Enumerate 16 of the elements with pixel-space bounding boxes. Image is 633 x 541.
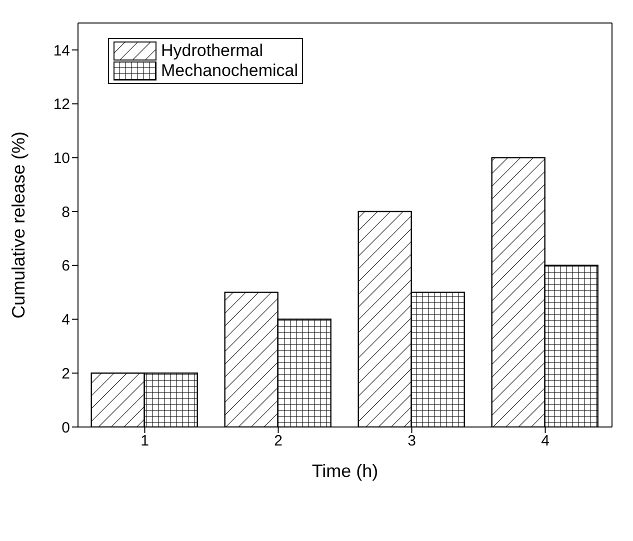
- y-axis-title: Cumulative release (%): [8, 131, 28, 319]
- x-axis-title: Time (h): [312, 461, 378, 481]
- y-tick-label: 14: [53, 42, 70, 60]
- x-tick-label: 4: [541, 432, 550, 450]
- y-tick-label: 2: [62, 365, 70, 382]
- y-tick-label: 0: [62, 419, 70, 436]
- y-tick-label: 4: [62, 312, 70, 329]
- y-tick-label: 8: [62, 204, 70, 221]
- y-tick-label: 12: [53, 96, 70, 114]
- x-tick-label: 3: [408, 432, 416, 450]
- x-tick-label: 1: [140, 432, 149, 450]
- legend-label: Hydrothermal: [161, 41, 264, 61]
- x-tick-label: 2: [274, 432, 282, 450]
- y-tick-label: 10: [53, 150, 70, 167]
- y-tick-label: 6: [62, 258, 70, 275]
- legend-label: Mechanochemical: [161, 61, 298, 81]
